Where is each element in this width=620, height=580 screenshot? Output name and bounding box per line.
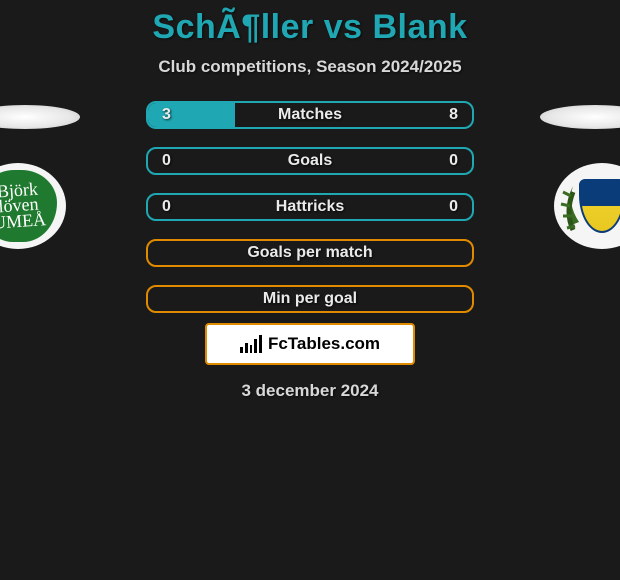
left-team-logo-wrap: Björk löven UMEÅ [0,163,66,249]
brand-text: FcTables.com [268,334,380,354]
left-team-logo: Björk löven UMEÅ [0,163,66,249]
right-team-badge [557,166,620,246]
shield-bottom [581,206,620,231]
stat-left-value: 3 [162,106,171,124]
right-team-col [480,101,600,249]
left-team-badge-text: Björk löven UMEÅ [0,181,46,230]
left-shadow-ellipse [0,105,80,129]
stat-bar-matches: 3 Matches 8 [146,101,474,129]
stat-label: Matches [278,106,342,124]
main-row: Björk löven UMEÅ 3 Matches 8 0 Goals 0 0 Hattri… [0,101,620,313]
stat-bar-min-per-goal: Min per goal [146,285,474,313]
stat-right-value: 8 [449,106,458,124]
stat-bar-goals: 0 Goals 0 [146,147,474,175]
stats-column: 3 Matches 8 0 Goals 0 0 Hattricks 0 Goals per mat… [140,101,480,313]
stat-bar-hattricks: 0 Hattricks 0 [146,193,474,221]
right-team-logo [554,163,620,249]
stat-left-value: 0 [162,198,171,216]
right-team-logo-wrap [554,163,620,249]
page-title: SchÃ¶ller vs Blank [0,8,620,47]
left-team-col: Björk löven UMEÅ [20,101,140,249]
shield-top [581,181,620,206]
shield-icon [579,179,620,233]
brand-chart-icon [240,335,262,353]
right-shadow-ellipse [540,105,620,129]
stat-label: Min per goal [263,290,357,308]
stat-right-value: 0 [449,152,458,170]
stat-label: Goals per match [247,244,372,262]
stat-label: Goals [288,152,332,170]
stat-right-value: 0 [449,198,458,216]
stat-bar-goals-per-match: Goals per match [146,239,474,267]
left-team-badge: Björk löven UMEÅ [0,170,57,242]
brand-box[interactable]: FcTables.com [205,323,415,365]
date-line: 3 december 2024 [0,381,620,401]
stat-left-value: 0 [162,152,171,170]
comparison-card: SchÃ¶ller vs Blank Club competitions, Se… [0,0,620,401]
stat-label: Hattricks [276,198,344,216]
subtitle: Club competitions, Season 2024/2025 [0,57,620,77]
